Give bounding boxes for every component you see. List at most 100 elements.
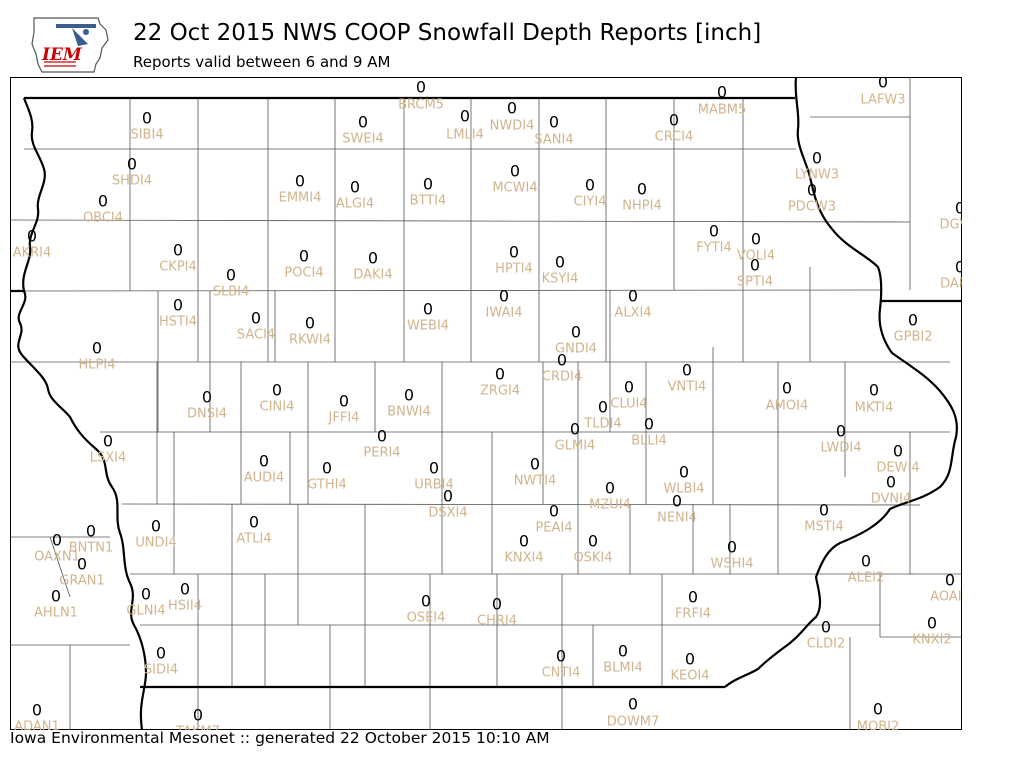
snow-depth-value: 0 [423, 300, 433, 319]
station-id-label: SIDI4 [144, 663, 178, 678]
snow-depth-value: 0 [821, 618, 831, 637]
station-id-label: KSYI4 [542, 272, 579, 287]
station-id-label: RKWI4 [289, 333, 331, 348]
snow-depth-value: 0 [141, 585, 151, 604]
snow-depth-value: 0 [679, 463, 689, 482]
snow-depth-value: 0 [368, 249, 378, 268]
snow-depth-value: 0 [624, 378, 634, 397]
snow-depth-value: 0 [672, 492, 682, 511]
station-id-label: TLDI4 [583, 417, 621, 432]
snow-depth-value: 0 [549, 502, 559, 521]
station-aoai2: 0AOAI2 [930, 571, 962, 605]
station-id-label: CKPI4 [159, 260, 197, 275]
snow-depth-value: 0 [688, 588, 698, 607]
snow-depth-value: 0 [52, 531, 62, 550]
snow-depth-value: 0 [127, 155, 137, 174]
snow-depth-value: 0 [873, 700, 883, 719]
station-id-label: FRFI4 [675, 607, 711, 622]
snow-depth-value: 0 [77, 555, 87, 574]
snow-depth-value: 0 [750, 256, 760, 275]
station-id-label: POCI4 [284, 266, 323, 281]
station-id-label: HPTI4 [495, 262, 533, 277]
station-lmli4: 0 LMLI4 [446, 107, 484, 143]
station-id-label: CLDI2 [807, 637, 845, 652]
station-id-label: JFFI4 [328, 411, 360, 426]
snow-depth-value: 0 [861, 552, 871, 571]
snow-depth-value: 0 [510, 162, 520, 181]
station-id-label: CIYI4 [574, 195, 607, 210]
station-id-label: SLBI4 [213, 285, 250, 300]
snow-depth-value: 0 [322, 459, 332, 478]
snow-depth-value: 0 [305, 314, 315, 333]
snow-depth-value: 0 [585, 176, 595, 195]
snow-depth-value: 0 [682, 361, 692, 380]
station-takm7: 0TAKM7 [175, 706, 220, 731]
station-id-label: LSXI4 [90, 451, 127, 466]
station-id-label: DAKI4 [353, 268, 392, 283]
station-id-label: VOLI4 [737, 249, 775, 264]
station-id-label: NENI4 [657, 511, 697, 526]
station-id-label: SHDI4 [112, 174, 152, 189]
snow-depth-value: 0 [751, 230, 761, 249]
snow-depth-value: 0 [429, 459, 439, 478]
station-id-label: AUDI4 [244, 471, 285, 486]
station-id-label: SPTI4 [737, 275, 773, 290]
snow-depth-value: 0 [507, 99, 517, 118]
station-id-label: PERI4 [363, 446, 400, 461]
snow-depth-value: 0 [555, 253, 565, 272]
station-id-label: CHRI4 [477, 614, 517, 629]
station-id-label: KEOI4 [670, 669, 709, 684]
county-boundaries [10, 77, 961, 730]
station-id-label: EMMI4 [279, 191, 322, 206]
station-id-label: MABM5 [698, 103, 747, 118]
snow-depth-value: 0 [32, 701, 42, 720]
station-id-label: HLPI4 [79, 358, 116, 373]
station-id-label: CINI4 [260, 400, 295, 415]
snow-depth-value: 0 [869, 381, 879, 400]
snow-depth-value: 0 [350, 178, 360, 197]
snow-depth-value: 0 [416, 78, 426, 97]
snow-depth-value: 0 [571, 323, 581, 342]
snow-depth-value: 0 [644, 415, 654, 434]
station-id-label: HSII4 [168, 599, 202, 614]
station-id-label: BNWI4 [387, 405, 431, 420]
snow-depth-value: 0 [173, 241, 183, 260]
snow-depth-value: 0 [807, 181, 817, 200]
station-id-label: BNTN1 [69, 541, 114, 556]
snow-depth-value: 0 [142, 109, 152, 128]
snow-depth-value: 0 [272, 381, 282, 400]
snow-depth-value: 0 [421, 592, 431, 611]
station-id-label: OSKI4 [573, 551, 612, 566]
station-id-label: UNDI4 [135, 536, 176, 551]
snow-depth-value: 0 [878, 77, 888, 92]
snow-depth-value: 0 [299, 247, 309, 266]
